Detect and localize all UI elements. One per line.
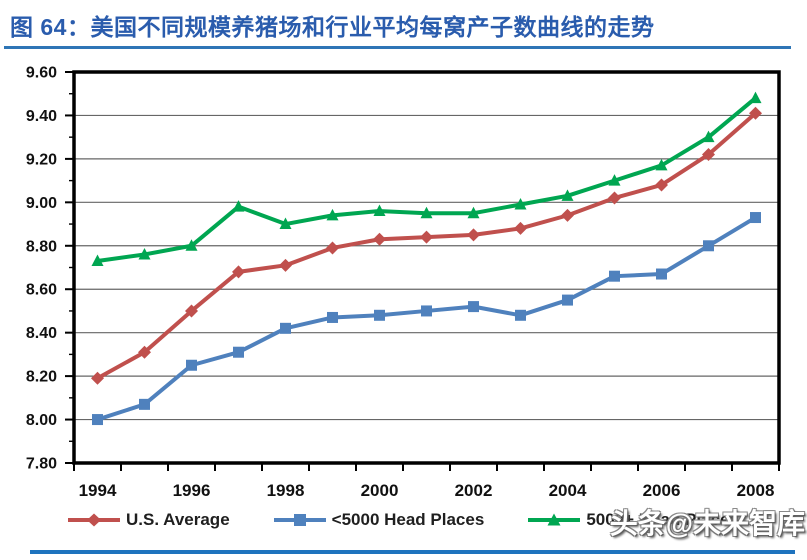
litter-size-line-chart: 9.60 9.40 9.20 9.00 8.80 8.60 8.40 8.20 8.00 7.80…	[0, 55, 807, 510]
square-data-point-marker	[515, 309, 526, 321]
y-axis-label: 9.00	[26, 195, 57, 212]
series-line	[96, 215, 757, 422]
square-data-point-marker	[327, 311, 338, 323]
series-1-5000-head-places	[92, 212, 761, 426]
watermark: 头条@未来智库	[609, 508, 805, 539]
square-data-point-marker	[703, 240, 714, 252]
under-5000-square-marker-icon	[273, 514, 326, 526]
y-axis-label: 9.20	[26, 151, 57, 168]
diamond-data-point-marker	[749, 106, 762, 120]
legend-item-under-5000-head: <5000 Head Places	[273, 510, 485, 530]
diamond-data-point-marker	[655, 178, 668, 192]
square-data-point-marker	[186, 359, 197, 371]
legend-item-us-average: U.S. Average	[68, 510, 230, 530]
square-data-point-marker	[233, 346, 244, 358]
diamond-data-point-marker	[467, 228, 480, 242]
x-axis-label: 2008	[737, 481, 775, 500]
triangle-data-point-marker	[467, 206, 480, 219]
title-divider	[4, 46, 791, 49]
diamond-data-point-marker	[326, 241, 339, 255]
figure-title: 图 64：美国不同规模养猪场和行业平均每窝产子数曲线的走势	[10, 14, 655, 40]
x-axis-label: 2000	[361, 481, 399, 500]
triangle-data-point-marker	[702, 130, 715, 143]
plot-border	[72, 70, 781, 465]
y-axis-label: 8.80	[26, 238, 57, 255]
diamond-data-point-marker	[138, 345, 151, 359]
triangle-data-point-marker	[373, 204, 386, 217]
x-axis-label: 2006	[643, 481, 681, 500]
square-data-point-marker	[280, 322, 291, 334]
x-axis-label: 1998	[267, 481, 305, 500]
diamond-data-point-marker	[608, 191, 621, 205]
triangle-data-point-marker	[138, 247, 151, 260]
chart-canvas: 9.60 9.40 9.20 9.00 8.80 8.60 8.40 8.20 8.00 7.80…	[26, 65, 781, 500]
square-data-point-marker	[374, 309, 385, 321]
5000-plus-triangle-marker-icon	[528, 513, 581, 526]
diamond-data-point-marker	[185, 304, 198, 318]
triangle-data-point-marker	[185, 239, 198, 251]
y-axis-label: 8.60	[26, 282, 57, 299]
y-axis-label: 7.80	[26, 456, 57, 473]
x-axis-label: 1996	[173, 481, 211, 500]
triangle-data-point-marker	[91, 254, 104, 266]
x-axis-label: 1994	[79, 481, 117, 500]
square-data-point-marker	[562, 294, 573, 306]
legend-label-us-average: U.S. Average	[126, 510, 230, 529]
diamond-data-point-marker	[561, 208, 574, 222]
triangle-data-point-marker	[326, 208, 339, 221]
diamond-data-point-marker	[91, 371, 104, 385]
diamond-data-point-marker	[514, 221, 527, 235]
triangle-data-point-marker	[655, 158, 668, 171]
legend-item-5000-plus-head: 5000+ Head Places	[528, 510, 739, 530]
diamond-data-point-marker	[232, 265, 245, 279]
bottom-divider	[30, 550, 795, 554]
x-axis-label: 2004	[549, 481, 587, 500]
chart-legend: U.S. Average <5000 Head Places 5000+ Hea…	[0, 510, 807, 530]
us-average-diamond-marker-icon	[68, 513, 121, 527]
triangle-data-point-marker	[749, 91, 762, 104]
square-data-point-marker	[468, 301, 479, 313]
legend-label-5000-plus-head: 5000+ Head Places	[586, 510, 739, 529]
diamond-data-point-marker	[279, 258, 292, 272]
diamond-data-point-marker	[702, 148, 715, 162]
legend-label-under-5000-head: <5000 Head Places	[331, 510, 485, 529]
triangle-data-point-marker	[608, 174, 621, 186]
square-data-point-marker	[609, 270, 620, 282]
y-axis-label: 8.20	[26, 369, 57, 386]
diamond-data-point-marker	[420, 230, 433, 244]
triangle-data-point-marker	[279, 217, 292, 230]
y-axis-label: 9.40	[26, 108, 57, 125]
square-data-point-marker	[139, 398, 150, 410]
square-data-point-marker	[421, 305, 432, 317]
y-axis-label: 8.00	[26, 412, 57, 429]
triangle-data-point-marker	[420, 206, 433, 219]
series-2-5000-head-places	[91, 91, 762, 266]
square-data-point-marker	[656, 268, 667, 280]
triangle-data-point-marker	[232, 200, 245, 212]
triangle-data-point-marker	[514, 198, 527, 210]
y-axis-label: 8.40	[26, 325, 57, 342]
triangle-data-point-marker	[561, 189, 574, 201]
series-0-u-s-average	[91, 106, 762, 385]
x-axis-label: 2002	[455, 481, 493, 500]
square-data-point-marker	[750, 212, 761, 224]
square-data-point-marker	[92, 414, 103, 426]
diamond-data-point-marker	[373, 232, 386, 246]
y-axis-label: 9.60	[26, 65, 57, 82]
